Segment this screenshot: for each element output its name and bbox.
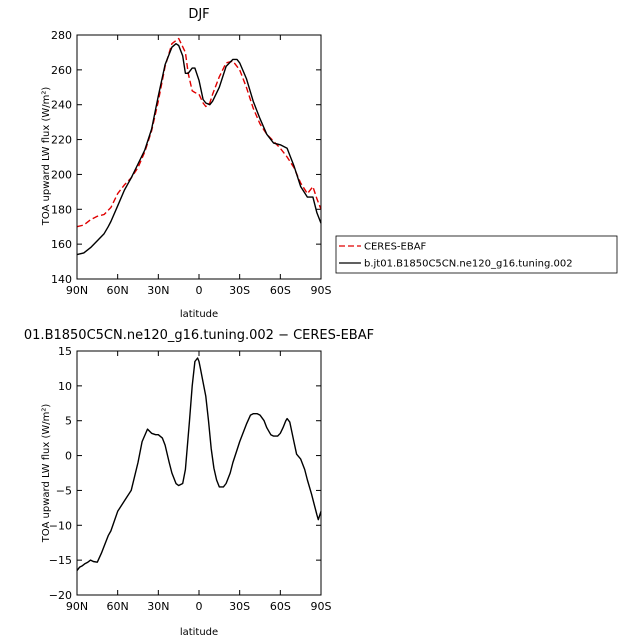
- bottom-x-axis-label: latitude: [180, 627, 218, 638]
- top-panel: DJF TOA upward LW flux (W/m²) latitude 9…: [41, 7, 332, 320]
- bottom-x-tick-label: 60S: [270, 600, 291, 613]
- top-y-tick-label: 140: [51, 273, 72, 286]
- bottom-y-axis-label: TOA upward LW flux (W/m²): [41, 404, 52, 544]
- legend-label-model: b.jt01.B1850C5CN.ne120_g16.tuning.002: [364, 259, 573, 270]
- top-tick-marks: [76, 34, 322, 280]
- bottom-y-tick-label: −10: [49, 519, 72, 532]
- bottom-chart-title: 01.B1850C5CN.ne120_g16.tuning.002 − CERE…: [24, 328, 374, 343]
- bottom-x-tick-label: 90S: [311, 600, 332, 613]
- bottom-x-tick-label: 0: [196, 600, 203, 613]
- legend-box: [335, 235, 618, 274]
- top-y-axis-label: TOA upward LW flux (W/m²): [41, 87, 52, 227]
- bottom-tick-marks: [76, 350, 322, 596]
- top-y-tick-label: 260: [51, 64, 72, 77]
- bottom-series-line-0: [76, 357, 322, 572]
- bottom-plot-frame: [76, 350, 322, 596]
- top-x-tick-label: 90S: [311, 284, 332, 297]
- top-plot-frame: [76, 34, 322, 280]
- bottom-x-tick-labels: 90N 60N 30N 0 30S 60S 90S: [66, 600, 332, 613]
- top-chart-title: DJF: [188, 7, 209, 22]
- bottom-y-tick-label: −20: [49, 589, 72, 602]
- top-y-tick-label: 160: [51, 238, 72, 251]
- top-x-tick-labels: 90N 60N 30N 0 30S 60S 90S: [66, 284, 332, 297]
- bottom-y-tick-labels: −20 −15 −10 −5 0 5 10 15: [49, 345, 72, 602]
- bottom-y-tick-label: 0: [65, 450, 72, 463]
- top-x-tick-label: 0: [196, 284, 203, 297]
- bottom-panel: 01.B1850C5CN.ne120_g16.tuning.002 − CERE…: [24, 328, 374, 638]
- bottom-series-lines: [76, 357, 322, 572]
- top-y-tick-label: 180: [51, 203, 72, 216]
- top-y-tick-label: 280: [51, 29, 72, 42]
- top-series-lines: [76, 37, 322, 256]
- legend-label-ceres: CERES-EBAF: [364, 242, 427, 253]
- top-x-tick-label: 90N: [66, 284, 88, 297]
- top-series-line-1: [76, 43, 322, 256]
- bottom-x-tick-label: 30N: [147, 600, 169, 613]
- top-y-tick-labels: 140 160 180 200 220 240 260 280: [51, 29, 72, 286]
- top-x-tick-label: 60N: [107, 284, 129, 297]
- bottom-x-tick-label: 90N: [66, 600, 88, 613]
- bottom-y-tick-label: −15: [49, 554, 72, 567]
- legend: CERES-EBAF b.jt01.B1850C5CN.ne120_g16.tu…: [335, 235, 618, 274]
- top-x-axis-label: latitude: [180, 309, 218, 320]
- bottom-x-tick-label: 60N: [107, 600, 129, 613]
- bottom-y-tick-label: 15: [58, 345, 72, 358]
- bottom-y-tick-label: −5: [56, 484, 72, 497]
- top-x-tick-label: 30S: [229, 284, 250, 297]
- bottom-x-tick-label: 30S: [229, 600, 250, 613]
- top-y-tick-label: 240: [51, 99, 72, 112]
- top-y-tick-label: 200: [51, 168, 72, 181]
- bottom-y-tick-label: 5: [65, 415, 72, 428]
- top-y-tick-label: 220: [51, 134, 72, 147]
- bottom-y-tick-label: 10: [58, 380, 72, 393]
- top-x-tick-label: 30N: [147, 284, 169, 297]
- top-series-line-0: [76, 37, 322, 228]
- top-x-tick-label: 60S: [270, 284, 291, 297]
